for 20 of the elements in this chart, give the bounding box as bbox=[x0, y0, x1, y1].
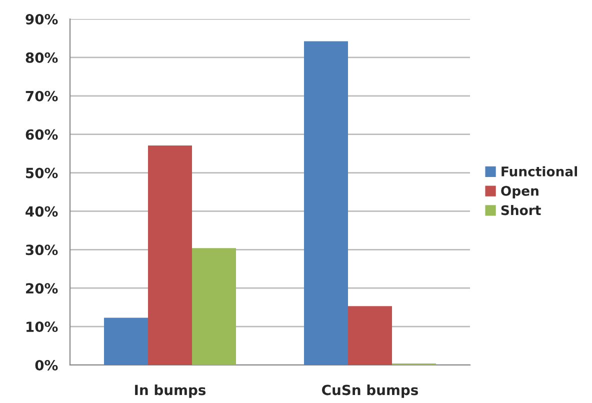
legend-label: Functional bbox=[502, 166, 577, 176]
x-tick-label: In bumps bbox=[135, 384, 206, 398]
y-tick-label: 70% bbox=[26, 90, 58, 102]
bar bbox=[348, 306, 392, 365]
legend-label: Short bbox=[501, 204, 541, 216]
y-tick-label: 90% bbox=[26, 14, 58, 24]
bar bbox=[104, 318, 148, 365]
x-tick-label: CuSn bumps bbox=[322, 384, 418, 398]
y-tick-label: 0% bbox=[35, 360, 58, 370]
bar bbox=[148, 145, 192, 365]
bar bbox=[304, 41, 348, 365]
bar bbox=[192, 248, 236, 365]
y-tick-label: 10% bbox=[26, 322, 58, 332]
y-tick-label: 50% bbox=[26, 168, 58, 178]
y-tick-label: 30% bbox=[26, 244, 58, 256]
y-tick-label: 40% bbox=[26, 206, 58, 217]
y-tick-label: 60% bbox=[26, 129, 58, 140]
legend-label: Open bbox=[501, 186, 538, 198]
y-tick-label: 20% bbox=[26, 283, 58, 294]
y-tick-label: 80% bbox=[26, 52, 58, 63]
